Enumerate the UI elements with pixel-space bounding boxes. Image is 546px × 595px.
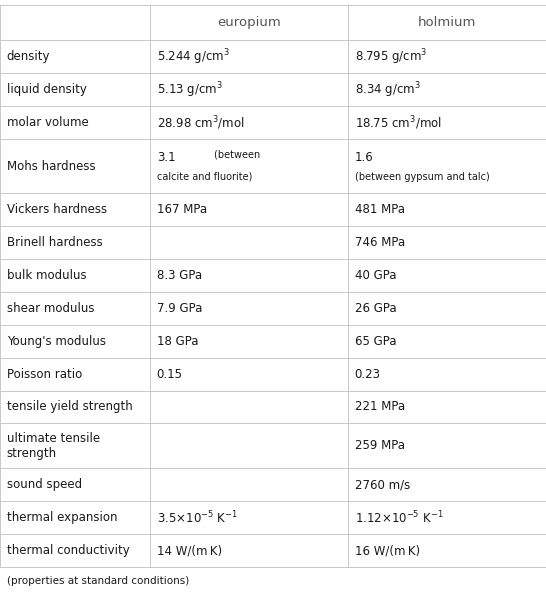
Text: 26 GPa: 26 GPa <box>355 302 396 315</box>
Text: tensile yield strength: tensile yield strength <box>7 400 132 414</box>
Text: Brinell hardness: Brinell hardness <box>7 236 102 249</box>
Text: 40 GPa: 40 GPa <box>355 269 396 282</box>
Text: 746 MPa: 746 MPa <box>355 236 405 249</box>
Text: shear modulus: shear modulus <box>7 302 94 315</box>
Text: 0.15: 0.15 <box>157 368 183 381</box>
Text: 2760 m/s: 2760 m/s <box>355 478 410 491</box>
Text: 5.244 g/cm$^3$: 5.244 g/cm$^3$ <box>157 47 229 67</box>
Text: (between gypsum and talc): (between gypsum and talc) <box>355 171 489 181</box>
Text: sound speed: sound speed <box>7 478 82 491</box>
Text: Young's modulus: Young's modulus <box>7 334 105 347</box>
Text: 8.34 g/cm$^3$: 8.34 g/cm$^3$ <box>355 80 420 99</box>
Text: 167 MPa: 167 MPa <box>157 203 207 216</box>
Text: 3.5$\times$10$^{-5}$ K$^{-1}$: 3.5$\times$10$^{-5}$ K$^{-1}$ <box>157 509 238 526</box>
Text: 14 W/(m K): 14 W/(m K) <box>157 544 222 557</box>
Text: thermal conductivity: thermal conductivity <box>7 544 129 557</box>
Text: europium: europium <box>217 16 281 29</box>
Text: 8.795 g/cm$^3$: 8.795 g/cm$^3$ <box>355 47 427 67</box>
Text: 28.98 cm$^3$/mol: 28.98 cm$^3$/mol <box>157 114 245 131</box>
Text: ultimate tensile
strength: ultimate tensile strength <box>7 432 100 460</box>
Text: (properties at standard conditions): (properties at standard conditions) <box>7 576 189 586</box>
Text: 8.3 GPa: 8.3 GPa <box>157 269 202 282</box>
Text: 259 MPa: 259 MPa <box>355 439 405 452</box>
Text: 5.13 g/cm$^3$: 5.13 g/cm$^3$ <box>157 80 223 99</box>
Text: calcite and fluorite): calcite and fluorite) <box>157 171 252 181</box>
Text: Poisson ratio: Poisson ratio <box>7 368 82 381</box>
Text: liquid density: liquid density <box>7 83 86 96</box>
Text: 7.9 GPa: 7.9 GPa <box>157 302 202 315</box>
Text: density: density <box>7 51 50 64</box>
Text: (between: (between <box>212 150 260 160</box>
Text: 481 MPa: 481 MPa <box>355 203 405 216</box>
Text: 18.75 cm$^3$/mol: 18.75 cm$^3$/mol <box>355 114 442 131</box>
Text: Mohs hardness: Mohs hardness <box>7 159 95 173</box>
Text: thermal expansion: thermal expansion <box>7 511 117 524</box>
Text: 221 MPa: 221 MPa <box>355 400 405 414</box>
Text: 16 W/(m K): 16 W/(m K) <box>355 544 420 557</box>
Text: 18 GPa: 18 GPa <box>157 334 198 347</box>
Text: 1.6: 1.6 <box>355 151 373 164</box>
Text: 1.12$\times$10$^{-5}$ K$^{-1}$: 1.12$\times$10$^{-5}$ K$^{-1}$ <box>355 509 443 526</box>
Text: molar volume: molar volume <box>7 116 88 129</box>
Text: 65 GPa: 65 GPa <box>355 334 396 347</box>
Text: bulk modulus: bulk modulus <box>7 269 86 282</box>
Text: holmium: holmium <box>418 16 476 29</box>
Text: Vickers hardness: Vickers hardness <box>7 203 106 216</box>
Text: 3.1: 3.1 <box>157 151 175 164</box>
Text: 0.23: 0.23 <box>355 368 381 381</box>
